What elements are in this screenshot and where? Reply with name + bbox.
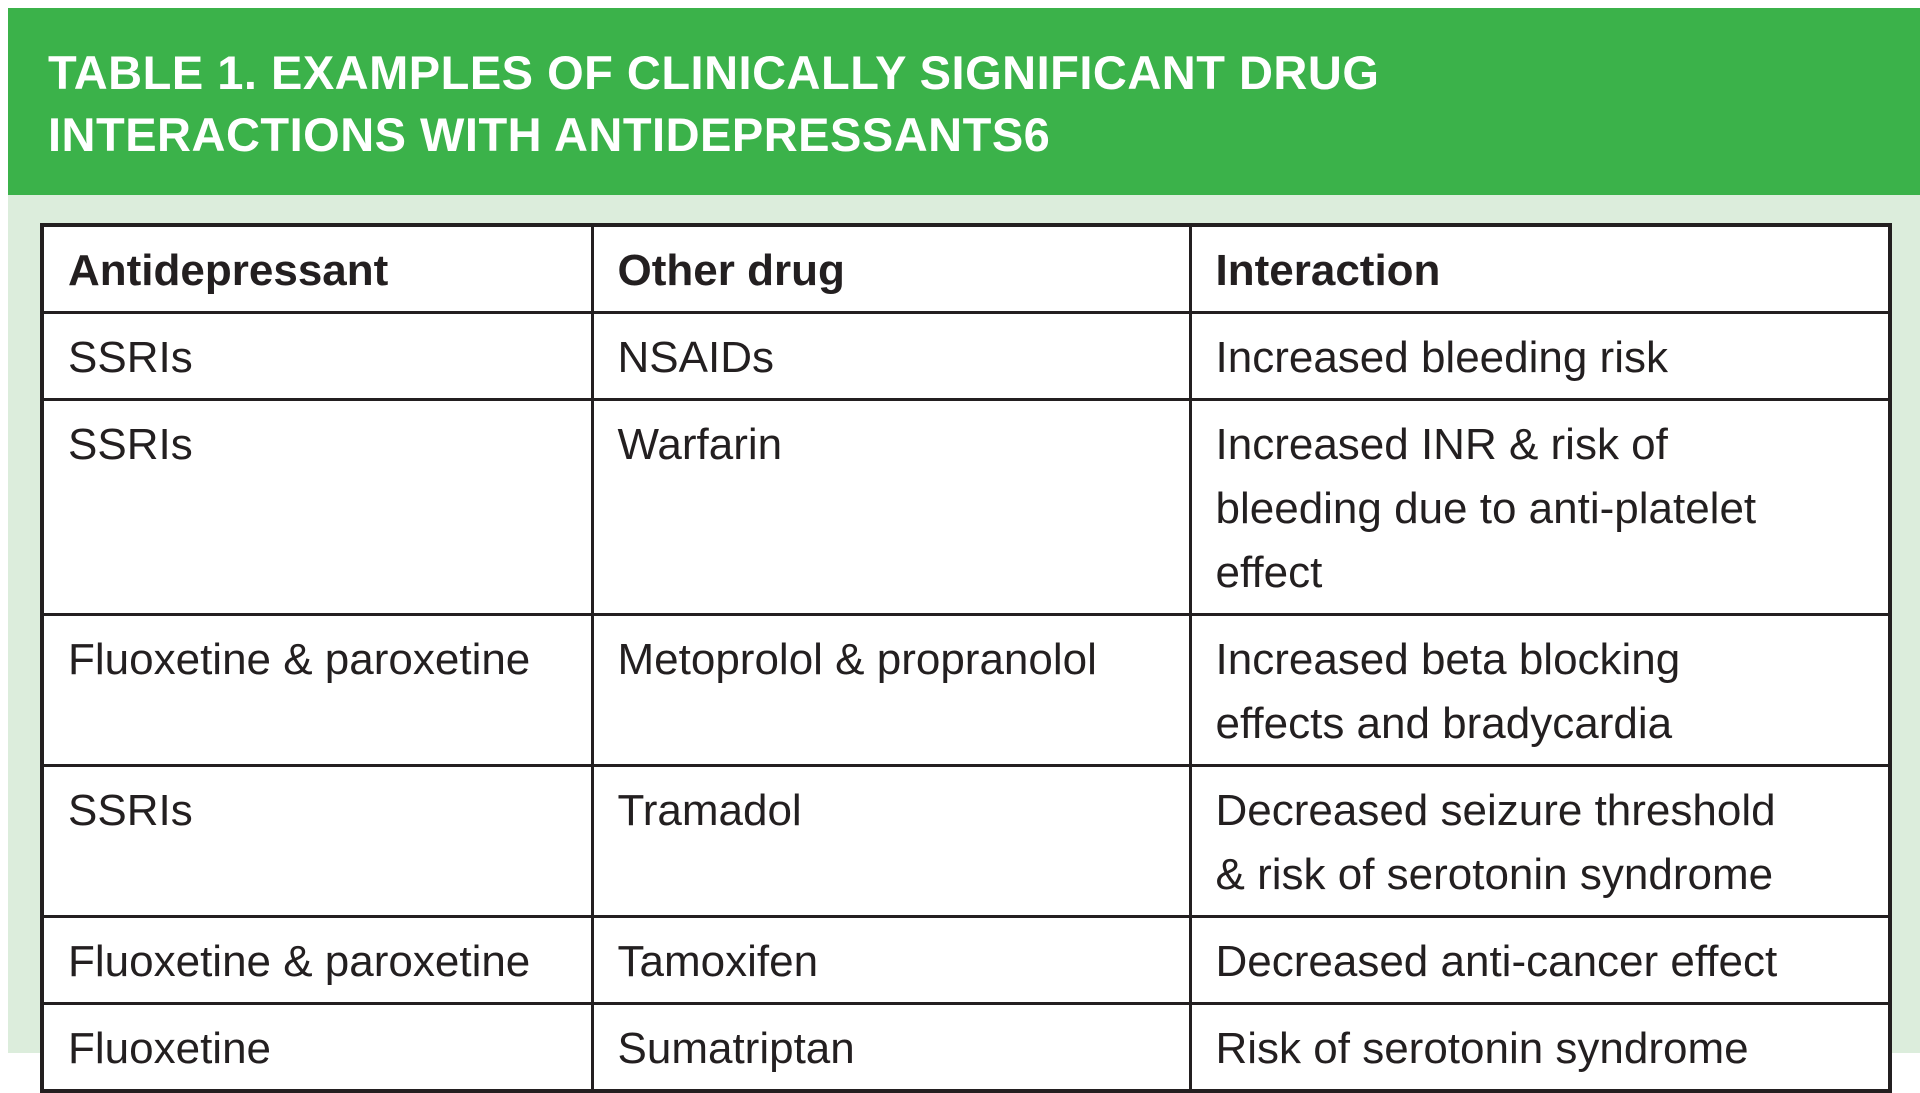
cell-other-drug: Tamoxifen (590, 915, 1192, 1005)
table-title-banner: TABLE 1. EXAMPLES OF CLINICALLY SIGNIFIC… (8, 8, 1920, 195)
table-row: SSRIs NSAIDs Increased bleeding risk (40, 311, 1892, 401)
table-row: SSRIs Tramadol Decreased seizure thresho… (40, 764, 1892, 918)
cell-antidepressant: SSRIs (40, 764, 594, 918)
cell-other-drug: Sumatriptan (590, 1002, 1192, 1093)
table-container: Antidepressant Other drug Interaction SS… (8, 195, 1920, 1093)
cell-interaction: Decreased seizure threshold & risk of se… (1188, 764, 1892, 918)
cell-antidepressant: Fluoxetine & paroxetine (40, 915, 594, 1005)
column-header-antidepressant: Antidepressant (40, 223, 594, 314)
cell-interaction: Decreased anti-cancer effect (1188, 915, 1892, 1005)
cell-antidepressant: Fluoxetine & paroxetine (40, 613, 594, 767)
cell-other-drug: Warfarin (590, 398, 1192, 616)
table-row: SSRIs Warfarin Increased INR & risk of b… (40, 398, 1892, 616)
cell-interaction: Increased bleeding risk (1188, 311, 1892, 401)
table-row: Fluoxetine & paroxetine Metoprolol & pro… (40, 613, 1892, 767)
cell-interaction: Increased INR & risk of bleeding due to … (1188, 398, 1892, 616)
cell-interaction: Risk of serotonin syndrome (1188, 1002, 1892, 1093)
cell-antidepressant: SSRIs (40, 311, 594, 401)
cell-other-drug: Tramadol (590, 764, 1192, 918)
cell-antidepressant: SSRIs (40, 398, 594, 616)
cell-antidepressant: Fluoxetine (40, 1002, 594, 1093)
table-title-line2: INTERACTIONS WITH ANTIDEPRESSANTS6 (48, 108, 1051, 161)
table-title-line1: TABLE 1. EXAMPLES OF CLINICALLY SIGNIFIC… (48, 46, 1380, 99)
cell-other-drug: Metoprolol & propranolol (590, 613, 1192, 767)
cell-interaction: Increased beta blocking effects and brad… (1188, 613, 1892, 767)
table-row: Fluoxetine Sumatriptan Risk of serotonin… (40, 1002, 1892, 1093)
column-header-interaction: Interaction (1188, 223, 1892, 314)
cell-other-drug: NSAIDs (590, 311, 1192, 401)
page-background: TABLE 1. EXAMPLES OF CLINICALLY SIGNIFIC… (8, 8, 1920, 1093)
column-header-other-drug: Other drug (590, 223, 1192, 314)
drug-interactions-table: Antidepressant Other drug Interaction SS… (40, 223, 1892, 1093)
table-row: Fluoxetine & paroxetine Tamoxifen Decrea… (40, 915, 1892, 1005)
table-header-row: Antidepressant Other drug Interaction (40, 223, 1892, 314)
